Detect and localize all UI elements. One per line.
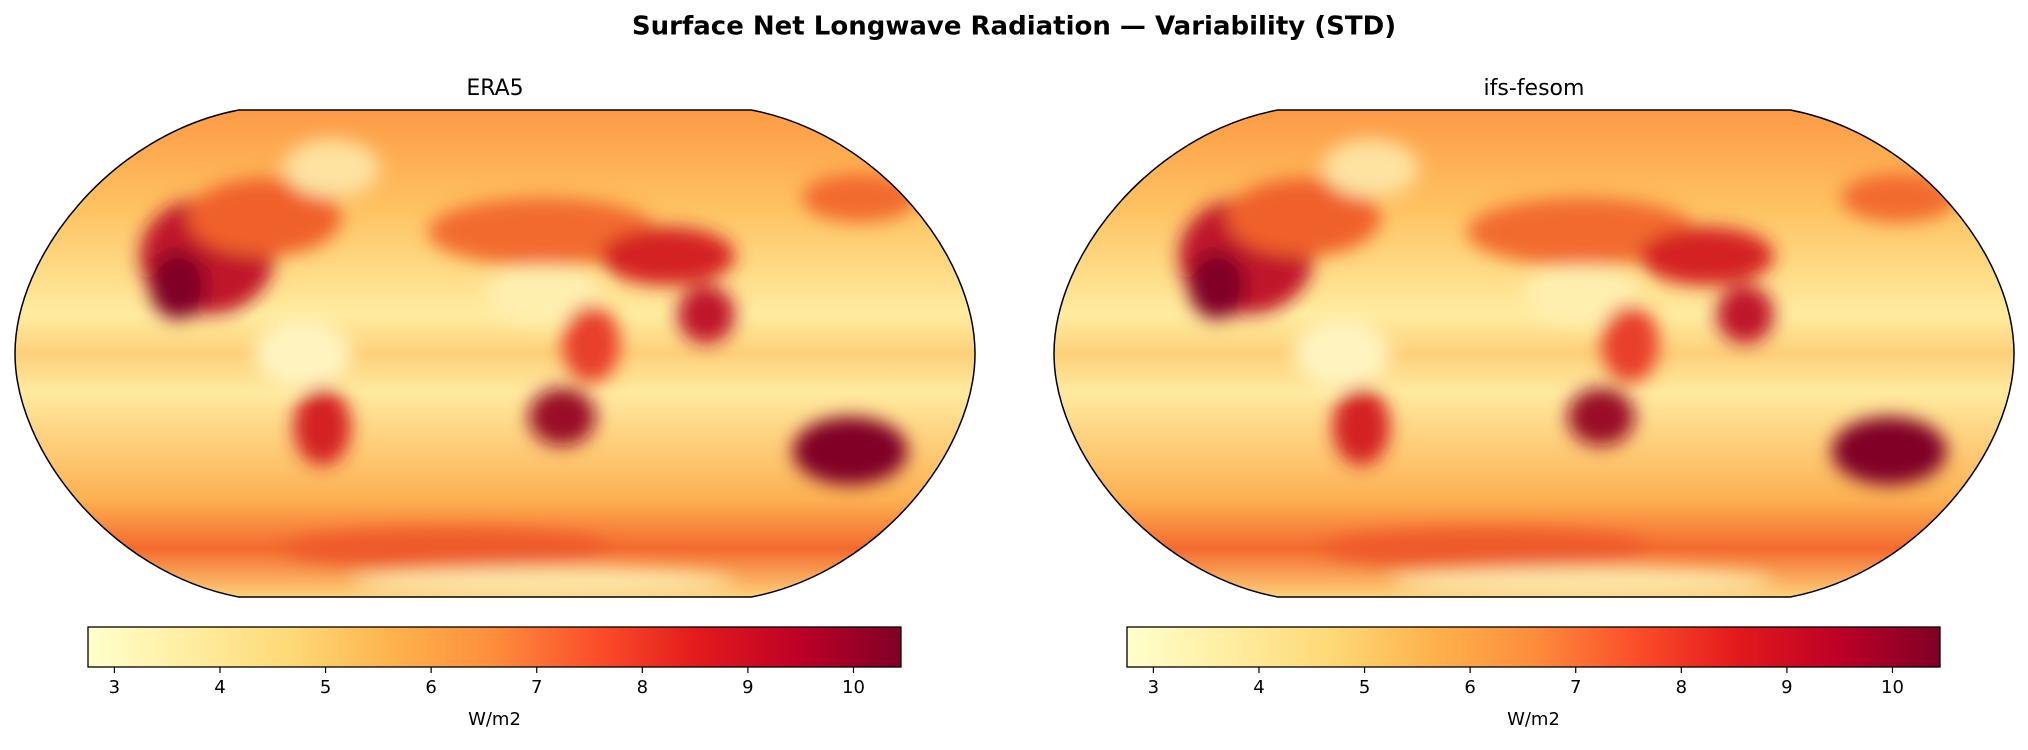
colorbar-tick-label: 4 <box>1253 677 1264 698</box>
map-feature <box>1466 197 1698 266</box>
colorbar-tick-label: 9 <box>742 677 753 698</box>
map-feature <box>149 251 207 320</box>
map-feature <box>283 139 380 198</box>
colorbar-tick-label: 6 <box>1464 677 1475 698</box>
map-outline <box>14 109 976 598</box>
map-feature <box>1390 567 1774 597</box>
map-feature <box>427 197 659 266</box>
colorbar <box>87 626 902 668</box>
colorbar-tick-label: 5 <box>1359 677 1370 698</box>
map-field <box>1054 110 2014 597</box>
colorbar-tick-label: 9 <box>1781 677 1792 698</box>
colorbar-tick-label: 4 <box>214 677 225 698</box>
colorbar-label: W/m2 <box>468 709 521 730</box>
figure-title: Surface Net Longwave Radiation — Variabi… <box>632 12 1396 42</box>
map-feature <box>1332 387 1390 466</box>
colorbar-tick-label: 7 <box>1570 677 1581 698</box>
map-feature <box>1188 251 1246 320</box>
map-feature <box>1831 416 1947 485</box>
map-feature <box>255 319 351 388</box>
colorbar-tick-label: 10 <box>1881 677 1904 698</box>
map-feature <box>1322 528 1650 568</box>
map-feature <box>528 387 596 447</box>
panel-title: ERA5 <box>466 76 523 101</box>
map-feature <box>485 265 601 325</box>
colorbar-tick-label: 8 <box>1676 677 1687 698</box>
map-feature <box>792 416 908 485</box>
map-feature <box>1567 387 1635 447</box>
map-features <box>1178 139 1957 597</box>
colorbar <box>1126 626 1941 668</box>
map-feature <box>1322 139 1419 198</box>
map-feature <box>351 567 735 597</box>
map-feature <box>1226 178 1381 257</box>
map-feature <box>1294 319 1390 388</box>
panel-title: ifs-fesom <box>1484 76 1585 101</box>
map-feature <box>187 178 342 257</box>
colorbar-tick-label: 10 <box>842 677 865 698</box>
map-feature <box>1639 226 1775 286</box>
colorbar-tick-label: 7 <box>531 677 542 698</box>
map-feature <box>802 173 918 223</box>
colorbar-tick-label: 5 <box>320 677 331 698</box>
colorbar-tick-label: 8 <box>637 677 648 698</box>
colorbar-label: W/m2 <box>1507 709 1560 730</box>
map-feature <box>562 304 620 383</box>
map-feature <box>1841 173 1957 223</box>
map-features <box>139 139 918 597</box>
map-feature <box>677 285 735 344</box>
colorbar-tick-label: 6 <box>425 677 436 698</box>
colorbar-tick-label: 3 <box>1148 677 1159 698</box>
map-feature <box>293 387 352 466</box>
map-panel: ifs-fesom 3 4 5 6 7 8 9 10 W/m2 <box>1053 76 2015 730</box>
map-feature <box>283 528 611 568</box>
map-field <box>15 110 975 597</box>
map-feature <box>1524 265 1640 325</box>
map-feature <box>1716 285 1774 344</box>
map-feature <box>600 226 735 286</box>
map-outline <box>1053 109 2015 598</box>
map-feature <box>1601 304 1659 383</box>
map-panel: ERA5 3 4 5 6 7 8 9 10 W/m2 <box>14 76 976 730</box>
colorbar-tick-label: 3 <box>109 677 120 698</box>
